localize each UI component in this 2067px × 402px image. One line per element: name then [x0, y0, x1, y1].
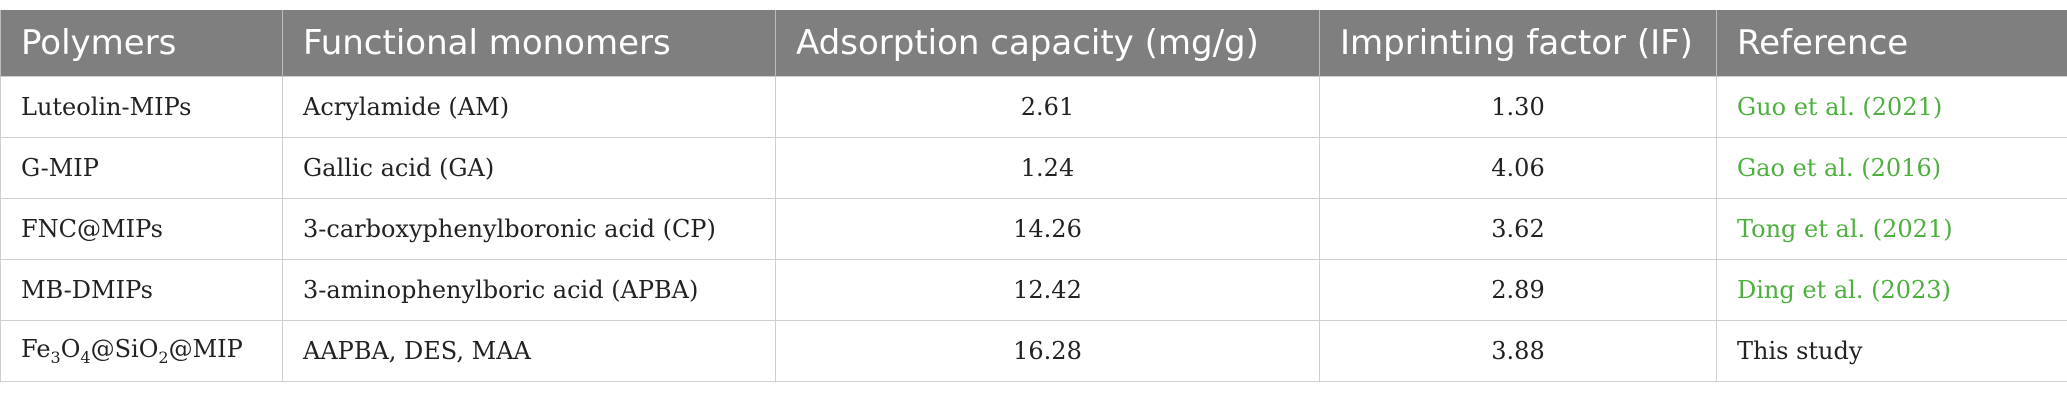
table-header: Polymers Functional monomers Adsorption …	[0, 10, 2067, 77]
table-row: Luteolin-MIPs Acrylamide (AM) 2.61 1.30 …	[0, 76, 2067, 138]
reference-link[interactable]: Ding et al. (2023)	[1737, 276, 1951, 304]
table-row: FNC@MIPs 3-carboxyphenylboronic acid (CP…	[0, 198, 2067, 260]
if-cell: 4.06	[1319, 137, 1717, 199]
capacity-cell: 16.28	[775, 320, 1320, 382]
header-functional-monomers: Functional monomers	[282, 10, 776, 77]
formula-subscript: 3	[50, 347, 61, 367]
monomers-cell: 3-carboxyphenylboronic acid (CP)	[282, 198, 776, 260]
reference-cell: Ding et al. (2023)	[1716, 259, 2067, 321]
capacity-cell: 14.26	[775, 198, 1320, 260]
table-row: Fe3O4@SiO2@MIP AAPBA, DES, MAA 16.28 3.8…	[0, 320, 2067, 382]
capacity-cell: 2.61	[775, 76, 1320, 138]
formula-o: O	[60, 335, 81, 364]
reference-link[interactable]: Tong et al. (2021)	[1737, 215, 1953, 243]
formula-fe: Fe	[21, 335, 51, 364]
formula-subscript: 4	[80, 347, 91, 367]
header-adsorption-capacity: Adsorption capacity (mg/g)	[775, 10, 1320, 77]
formula-mip: @MIP	[168, 335, 243, 364]
comparison-table-container: Polymers Functional monomers Adsorption …	[0, 10, 2067, 382]
polymer-cell: Fe3O4@SiO2@MIP	[0, 320, 283, 382]
reference-link[interactable]: Guo et al. (2021)	[1737, 93, 1943, 121]
reference-cell: Gao et al. (2016)	[1716, 137, 2067, 199]
header-imprinting-factor: Imprinting factor (IF)	[1319, 10, 1717, 77]
table-row: MB-DMIPs 3-aminophenylboric acid (APBA) …	[0, 259, 2067, 321]
if-cell: 3.88	[1319, 320, 1717, 382]
table-body: Luteolin-MIPs Acrylamide (AM) 2.61 1.30 …	[0, 76, 2067, 382]
capacity-cell: 1.24	[775, 137, 1320, 199]
monomers-cell: Acrylamide (AM)	[282, 76, 776, 138]
polymer-cell: FNC@MIPs	[0, 198, 283, 260]
monomers-cell: 3-aminophenylboric acid (APBA)	[282, 259, 776, 321]
header-polymers: Polymers	[0, 10, 283, 77]
reference-cell: This study	[1716, 320, 2067, 382]
monomers-cell: AAPBA, DES, MAA	[282, 320, 776, 382]
polymer-cell: G-MIP	[0, 137, 283, 199]
if-cell: 3.62	[1319, 198, 1717, 260]
if-cell: 2.89	[1319, 259, 1717, 321]
formula-sio: @SiO	[90, 335, 159, 364]
formula-subscript: 2	[158, 347, 169, 367]
header-reference: Reference	[1716, 10, 2067, 77]
header-row: Polymers Functional monomers Adsorption …	[0, 10, 2067, 77]
table-row: G-MIP Gallic acid (GA) 1.24 4.06 Gao et …	[0, 137, 2067, 199]
monomers-cell: Gallic acid (GA)	[282, 137, 776, 199]
reference-cell: Guo et al. (2021)	[1716, 76, 2067, 138]
reference-cell: Tong et al. (2021)	[1716, 198, 2067, 260]
comparison-table: Polymers Functional monomers Adsorption …	[0, 10, 2067, 382]
polymer-cell: Luteolin-MIPs	[0, 76, 283, 138]
reference-text: This study	[1737, 337, 1863, 365]
if-cell: 1.30	[1319, 76, 1717, 138]
capacity-cell: 12.42	[775, 259, 1320, 321]
reference-link[interactable]: Gao et al. (2016)	[1737, 154, 1942, 182]
polymer-cell: MB-DMIPs	[0, 259, 283, 321]
